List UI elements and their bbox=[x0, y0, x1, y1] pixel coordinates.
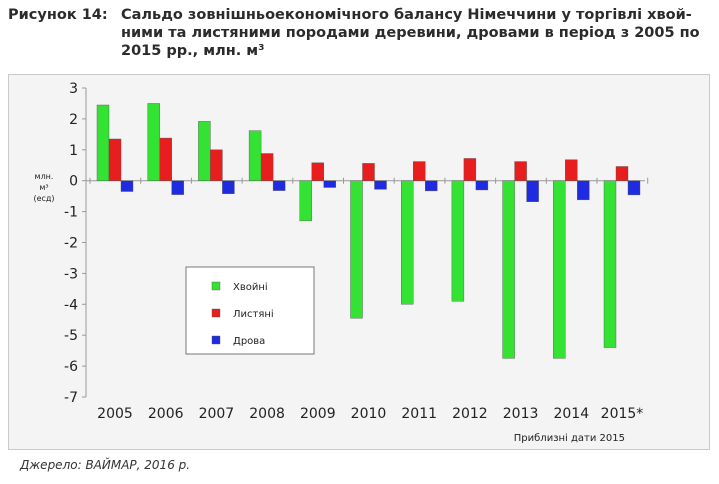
bar-Листяні-2006 bbox=[159, 137, 172, 181]
bar-Дрова-2014 bbox=[577, 180, 590, 201]
bar-Хвойні-2010 bbox=[350, 180, 363, 319]
x-tick-label: 2011 bbox=[401, 406, 437, 422]
bar-Хвойні-2011 bbox=[401, 180, 414, 305]
bar-Дрова-2013 bbox=[526, 180, 539, 202]
chart-title: Рисунок 14: Сальдо зовнішньоекономічного… bbox=[8, 6, 708, 59]
figure-title: Сальдо зовнішньоекономічного балансу Нім… bbox=[121, 7, 700, 59]
x-tick-label: 2007 bbox=[199, 406, 235, 422]
bar-Дрова-2009 bbox=[323, 180, 336, 188]
bar-Хвойні-2005 bbox=[96, 104, 110, 181]
bar-Листяні-2015* bbox=[615, 166, 629, 181]
y-axis-label: м³ bbox=[39, 183, 48, 192]
figure-label: Рисунок 14: bbox=[8, 7, 108, 23]
y-tick-label: -5 bbox=[64, 328, 78, 344]
bar-Листяні-2011 bbox=[413, 161, 426, 181]
bar-Хвойні-2013 bbox=[502, 180, 515, 359]
y-tick-label: -1 bbox=[64, 205, 78, 221]
legend-label: Хвойні bbox=[233, 281, 268, 293]
bar-Листяні-2008 bbox=[260, 153, 274, 181]
bar-Листяні-2010 bbox=[362, 163, 375, 181]
y-tick-label: 0 bbox=[69, 174, 78, 190]
bar-Дрова-2006 bbox=[171, 180, 184, 195]
x-tick-label: 2014 bbox=[553, 406, 589, 422]
bar-Хвойні-2015* bbox=[603, 180, 617, 348]
legend-swatch-Дрова bbox=[211, 335, 221, 345]
legend-swatch-Листяні bbox=[211, 308, 221, 318]
bar-Хвойні-2006 bbox=[147, 103, 160, 181]
x-tick-label: 2010 bbox=[351, 406, 387, 422]
bar-Листяні-2013 bbox=[514, 161, 527, 181]
bar-Хвойні-2009 bbox=[299, 180, 312, 222]
x-tick-label: 2012 bbox=[452, 406, 488, 422]
legend-label: Дрова bbox=[233, 336, 265, 347]
bar-Дрова-2015* bbox=[627, 180, 641, 196]
bar-Дрова-2008 bbox=[272, 180, 286, 191]
bar-Дрова-2007 bbox=[222, 180, 235, 194]
y-axis-label: (есд) bbox=[33, 194, 54, 203]
y-tick-label: 3 bbox=[69, 81, 78, 97]
x-tick-label: 2009 bbox=[300, 406, 336, 422]
y-axis-label: млн. bbox=[35, 172, 54, 181]
bar-Хвойні-2007 bbox=[198, 121, 211, 181]
bar-Листяні-2012 bbox=[463, 158, 477, 181]
bar-Хвойні-2014 bbox=[553, 180, 566, 359]
legend-box bbox=[185, 266, 315, 355]
y-tick-label: 1 bbox=[69, 143, 78, 159]
y-tick-label: -2 bbox=[64, 236, 78, 252]
bar-Дрова-2010 bbox=[374, 180, 387, 190]
bar-Листяні-2014 bbox=[565, 159, 578, 181]
y-tick-label: -7 bbox=[64, 390, 78, 406]
x-tick-label: 2006 bbox=[148, 406, 184, 422]
source-note: Джерело: ВАЙМАР, 2016 р. bbox=[20, 458, 191, 472]
x-tick-label: 2005 bbox=[97, 406, 133, 422]
legend-label: Листяні bbox=[233, 308, 274, 320]
y-tick-label: -3 bbox=[64, 266, 78, 282]
y-tick-label: -6 bbox=[64, 359, 78, 375]
bar-Хвойні-2012 bbox=[451, 180, 465, 302]
bar-Листяні-2009 bbox=[311, 162, 324, 181]
x-tick-label: 2015* bbox=[601, 406, 644, 422]
chart-note: Приблизні дати 2015 bbox=[514, 432, 625, 444]
bar-Дрова-2012 bbox=[475, 180, 489, 191]
bar-Дрова-2005 bbox=[120, 180, 134, 192]
x-tick-label: 2013 bbox=[503, 406, 539, 422]
legend-swatch-Хвойні bbox=[211, 281, 221, 291]
y-tick-label: 2 bbox=[69, 112, 78, 128]
bar-Дрова-2011 bbox=[425, 180, 438, 192]
bar-Листяні-2005 bbox=[108, 138, 122, 181]
x-tick-label: 2008 bbox=[249, 406, 285, 422]
bar-Хвойні-2008 bbox=[248, 130, 262, 181]
bar-Листяні-2007 bbox=[210, 149, 223, 181]
y-tick-label: -4 bbox=[64, 297, 78, 313]
